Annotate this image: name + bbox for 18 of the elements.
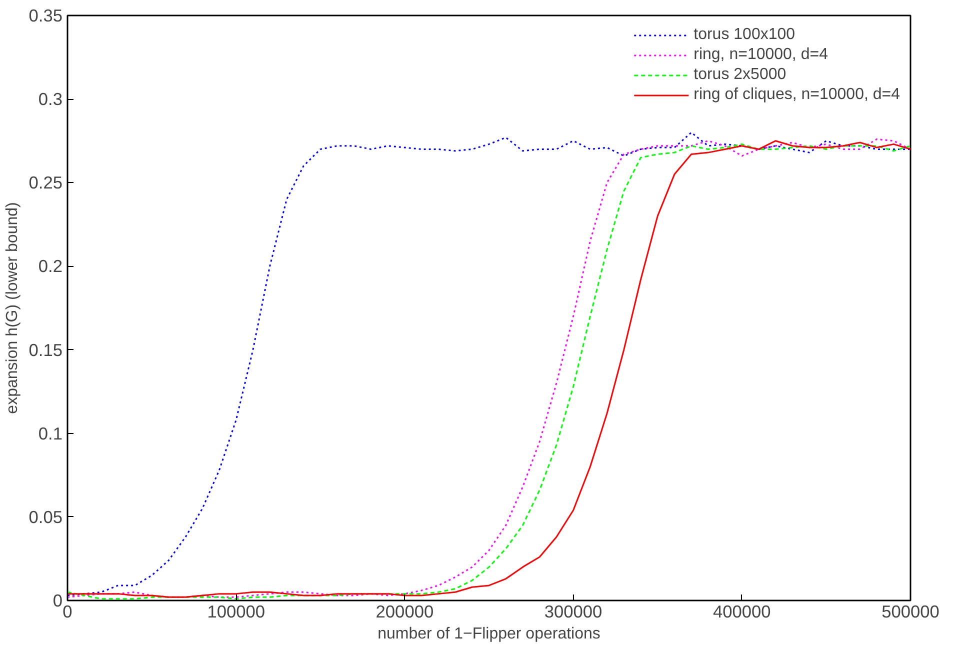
legend-label: torus 100x100: [694, 26, 796, 44]
y-tick-label: 0.25: [28, 172, 63, 193]
y-tick-label: 0.35: [28, 6, 63, 26]
legend-label: torus 2x5000: [694, 66, 786, 84]
y-tick-label: 0.3: [38, 89, 63, 110]
x-axis-title: number of 1−Flipper operations: [378, 626, 600, 642]
legend-label: ring, n=10000, d=4: [694, 46, 828, 64]
y-tick-label: 0.05: [28, 506, 63, 527]
x-tick-label: 300000: [544, 602, 602, 622]
y-tick-label: 0.1: [38, 423, 63, 444]
x-tick-label: 200000: [376, 602, 434, 622]
x-tick-label: 100000: [207, 602, 266, 622]
y-tick-label: 0.2: [38, 256, 63, 276]
legend-label: ring of cliques, n=10000, d=4: [694, 86, 900, 104]
x-tick-label: 500000: [882, 602, 940, 622]
x-tick-label: 400000: [712, 602, 771, 622]
y-tick-label: 0.15: [28, 340, 63, 360]
y-axis-title: expansion h(G) (lower bound): [4, 202, 21, 414]
